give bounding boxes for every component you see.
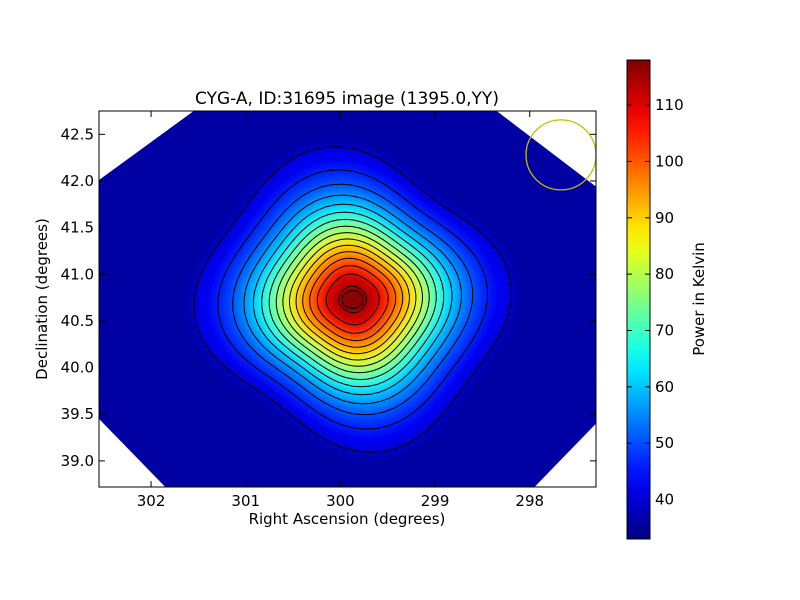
contour-line bbox=[193, 146, 512, 453]
contour-line bbox=[232, 183, 474, 416]
plot-frame bbox=[98, 110, 597, 488]
contour-line bbox=[282, 232, 424, 367]
contour-lines bbox=[193, 146, 512, 453]
x-axis: 302 301 300 299 298 bbox=[137, 111, 544, 510]
colorbar-tick-label: 80 bbox=[655, 265, 674, 283]
plot-area bbox=[99, 111, 596, 487]
colorbar-label: Power in Kelvin bbox=[690, 242, 708, 356]
colorbar-tick-label: 110 bbox=[655, 96, 684, 114]
y-axis-label: Declination (degrees) bbox=[33, 218, 51, 380]
colorbar-tick-label: 100 bbox=[655, 152, 684, 170]
x-axis-label: Right Ascension (degrees) bbox=[249, 510, 446, 528]
x-tick-label: 300 bbox=[326, 492, 355, 510]
x-tick-label: 301 bbox=[231, 492, 260, 510]
contour-line bbox=[295, 244, 410, 355]
contour-line bbox=[338, 285, 368, 314]
contour-line bbox=[288, 238, 417, 361]
y-axis: 39.0 39.5 40.0 40.5 41.0 41.5 42.0 42.5 bbox=[61, 125, 596, 470]
x-tick-label: 299 bbox=[421, 492, 450, 510]
contour-line bbox=[309, 257, 397, 342]
y-tick-label: 40.0 bbox=[61, 359, 94, 377]
contour-line bbox=[252, 203, 453, 396]
contour-line bbox=[243, 194, 462, 405]
y-tick-label: 41.0 bbox=[61, 265, 94, 283]
chart-title: CYG-A, ID:31695 image (1395.0,YY) bbox=[195, 89, 499, 109]
colorbar-tick-label: 60 bbox=[655, 378, 674, 396]
y-tick-label: 39.0 bbox=[61, 452, 94, 470]
y-tick-label: 40.5 bbox=[61, 312, 94, 330]
colorbar-fill bbox=[626, 59, 651, 540]
contour-line bbox=[316, 265, 389, 334]
x-tick-label: 298 bbox=[515, 492, 544, 510]
y-tick-label: 42.0 bbox=[61, 172, 94, 190]
contour-line bbox=[261, 211, 445, 388]
y-tick-label: 42.5 bbox=[61, 125, 94, 143]
colorbar-tick-label: 70 bbox=[655, 321, 674, 339]
source-peak bbox=[341, 290, 365, 309]
colorbar-ticks: 40 50 60 70 80 90 100 110 bbox=[627, 96, 684, 509]
contour-line bbox=[302, 251, 404, 348]
y-tick-label: 39.5 bbox=[61, 405, 94, 423]
contour-line bbox=[275, 225, 430, 374]
contour-line bbox=[325, 273, 380, 326]
x-tick-label: 302 bbox=[137, 492, 166, 510]
colorbar-tick-label: 90 bbox=[655, 209, 674, 227]
contour-line bbox=[268, 218, 437, 381]
y-tick-label: 41.5 bbox=[61, 219, 94, 237]
contour-line bbox=[217, 169, 488, 430]
colorbar-tick-label: 50 bbox=[655, 434, 674, 452]
intensity-bands bbox=[194, 146, 512, 453]
colorbar: 40 50 60 70 80 90 100 110 Power in Kelvin bbox=[626, 59, 708, 540]
beam-circle bbox=[525, 119, 596, 191]
colorbar-tick-label: 40 bbox=[655, 491, 674, 509]
